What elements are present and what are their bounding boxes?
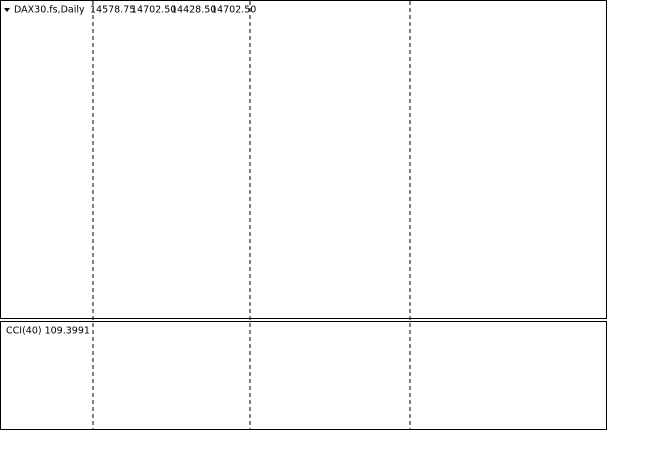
cci-panel-frame — [0, 321, 607, 430]
header-value: 14578.75 — [90, 5, 135, 16]
month-separators — [92, 1, 411, 429]
header: DAX30.fs,Daily 14578.75 14702.50 14428.5… — [4, 5, 256, 337]
header-value: 14702.50 — [131, 5, 176, 16]
main-panel-frame — [0, 0, 607, 319]
header-value: 14428.50 — [171, 5, 216, 16]
symbol-title: DAX30.fs,Daily — [14, 5, 85, 16]
indicator-title: CCI(40) 109.3991 — [6, 326, 90, 337]
dropdown-arrow — [4, 8, 10, 12]
header-value: 14702.50 — [211, 5, 256, 16]
